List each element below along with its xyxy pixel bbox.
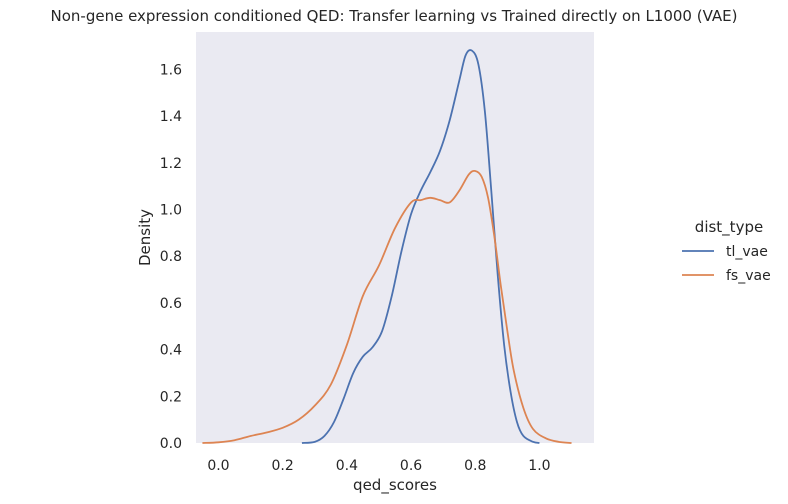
y-tick-label: 0.4 — [160, 343, 182, 359]
legend-title: dist_type — [695, 218, 763, 237]
x-axis-label: qed_scores — [353, 476, 437, 495]
series-layer — [202, 49, 572, 444]
x-tick-label: 0.8 — [464, 458, 486, 474]
series-line-fs-vae — [202, 169, 572, 444]
x-tick-label: 0.0 — [207, 458, 229, 474]
y-axis-label: Density — [136, 209, 154, 266]
x-axis-ticks: 0.0 0.2 0.4 0.6 0.8 1.0 — [207, 458, 550, 474]
x-tick-label: 0.6 — [400, 458, 422, 474]
y-tick-label: 1.4 — [160, 109, 182, 125]
legend: dist_type tl_vae fs_vae — [682, 218, 771, 284]
legend-label-fs-vae: fs_vae — [726, 268, 771, 284]
chart-title: Non-gene expression conditioned QED: Tra… — [51, 7, 738, 25]
y-tick-label: 0.2 — [160, 389, 182, 405]
x-tick-label: 1.0 — [528, 458, 550, 474]
x-tick-label: 0.2 — [272, 458, 294, 474]
y-tick-label: 1.0 — [160, 202, 182, 218]
y-tick-label: 0.6 — [160, 296, 182, 312]
y-tick-label: 1.2 — [160, 156, 182, 172]
y-tick-label: 1.6 — [160, 62, 182, 78]
x-tick-label: 0.4 — [336, 458, 358, 474]
y-tick-label: 0.8 — [160, 249, 182, 265]
y-tick-label: 0.0 — [160, 436, 182, 452]
legend-label-tl-vae: tl_vae — [726, 244, 768, 260]
y-axis-ticks: 0.0 0.2 0.4 0.6 0.8 1.0 1.2 1.4 1.6 — [160, 62, 182, 452]
series-line-tl-vae — [301, 49, 540, 444]
legend-items: tl_vae fs_vae — [682, 244, 771, 284]
plot-area — [196, 32, 594, 443]
